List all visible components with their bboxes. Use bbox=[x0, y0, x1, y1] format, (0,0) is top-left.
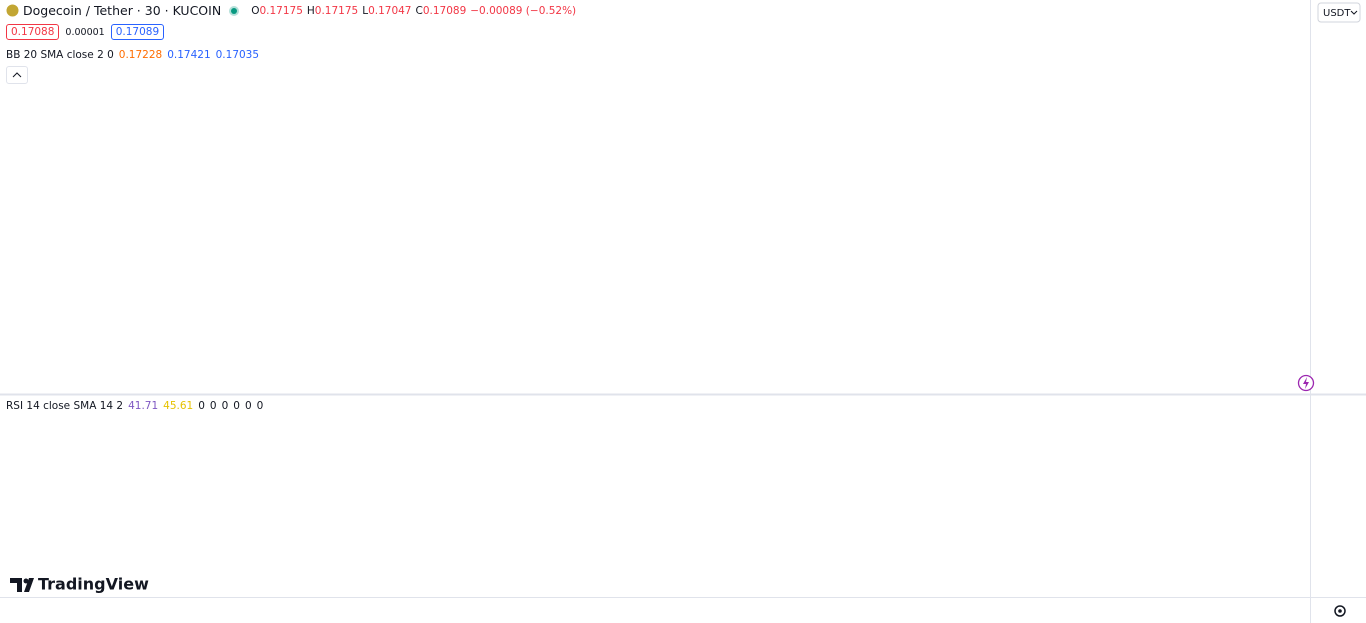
logo-mark bbox=[10, 578, 34, 592]
ask-button[interactable]: 0.17089 bbox=[110, 24, 165, 40]
rsi-legend-extra: 0 bbox=[221, 400, 229, 412]
symbol-icon-circle bbox=[6, 4, 19, 17]
bid-button[interactable]: 0.17088 bbox=[6, 24, 60, 40]
ohlc-label: L bbox=[362, 4, 369, 17]
ohlc-label: H bbox=[306, 4, 315, 17]
currency-label[interactable]: USDT bbox=[1323, 8, 1351, 19]
ohlc-label: C bbox=[415, 4, 423, 17]
rsi-legend-extra: 0 bbox=[198, 400, 205, 412]
rsi-legend-extra: 0 bbox=[256, 400, 264, 412]
currency-caret bbox=[1350, 10, 1358, 15]
bb-legend-basis: 0.17228 bbox=[118, 49, 163, 61]
rsi-legend: RSI 14 close SMA 14 2 41.71 45.61 0 0 0 … bbox=[6, 400, 268, 412]
collapse-legend-button[interactable] bbox=[6, 66, 28, 84]
bb-legend-upper: 0.17421 bbox=[167, 49, 211, 61]
ohlc-label: O bbox=[251, 4, 260, 17]
ohlc-value: 0.17089 bbox=[422, 4, 467, 17]
market-status bbox=[229, 5, 240, 16]
symbol-icon bbox=[6, 4, 19, 17]
settings-icon[interactable] bbox=[1334, 605, 1346, 617]
currency-button[interactable] bbox=[1317, 2, 1361, 23]
price-change: −0.00089 (−0.52%) bbox=[470, 4, 577, 17]
rsi-legend-extra: 0 bbox=[233, 400, 240, 412]
ohlc-value: 0.17175 bbox=[259, 4, 303, 17]
symbol-header: Dogecoin / Tether · 30 · KUCOIN O 0.17175… bbox=[6, 3, 576, 18]
bb-legend-lower: 0.17035 bbox=[215, 49, 260, 61]
bb-legend: BB 20 SMA close 2 0 0.17228 0.17421 0.17… bbox=[6, 49, 264, 61]
rsi-legend-title[interactable]: RSI 14 close SMA 14 2 bbox=[6, 400, 124, 412]
spread: 0.00001 bbox=[65, 26, 105, 38]
ohlc-value: 0.17175 bbox=[314, 4, 359, 17]
logo-text: TradingView bbox=[38, 575, 149, 594]
rsi-legend-extra: 0 bbox=[209, 400, 217, 412]
quote-row: 0.17088 0.00001 0.17089 bbox=[6, 24, 170, 40]
rsi-legend-value: 41.71 bbox=[128, 400, 159, 412]
bb-legend-title[interactable]: BB 20 SMA close 2 0 bbox=[6, 49, 114, 61]
collapse-chevron bbox=[12, 72, 22, 78]
ohlc-value: 0.17047 bbox=[368, 4, 412, 17]
settings-icon-center bbox=[1338, 609, 1342, 613]
rsi-legend-extra: 0 bbox=[244, 400, 252, 412]
alert-bolt bbox=[1303, 377, 1309, 389]
collapse-icon bbox=[12, 72, 22, 78]
rsi-legend-sma: 45.61 bbox=[163, 400, 194, 412]
market-status-dot bbox=[231, 7, 238, 14]
logo-dot bbox=[23, 578, 29, 584]
symbol-title[interactable]: Dogecoin / Tether · 30 · KUCOIN bbox=[23, 3, 222, 18]
